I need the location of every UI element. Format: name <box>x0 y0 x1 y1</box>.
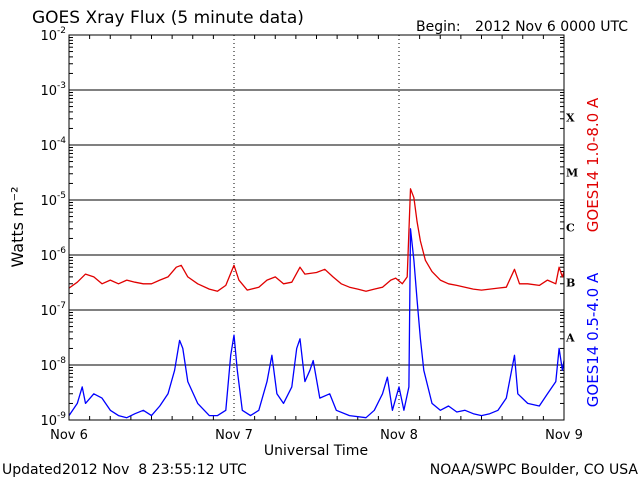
flare-class-label: X <box>566 112 575 125</box>
flare-class-label: B <box>566 277 575 290</box>
flare-class-label: M <box>566 167 578 180</box>
chart-title: GOES Xray Flux (5 minute data) <box>32 8 304 28</box>
y-tick-label: 10-6 <box>40 246 66 264</box>
legend-long-channel: GOES14 1.0-8.0 A <box>584 97 602 232</box>
y-tick-label: 10-5 <box>40 191 66 209</box>
y-tick-label: 10-9 <box>40 411 66 429</box>
y-tick-label: 10-8 <box>40 356 66 374</box>
y-tick-label: 10-2 <box>40 26 66 44</box>
flare-class-label: A <box>565 332 575 345</box>
flare-class-label: C <box>566 222 575 235</box>
x-tick-label: Nov 9 <box>545 428 583 443</box>
legend-short-channel: GOES14 0.5-4.0 A <box>584 272 602 407</box>
source-credit: NOAA/SWPC Boulder, CO USA <box>430 462 639 478</box>
y-tick-label: 10-3 <box>40 81 66 99</box>
begin-date: 2012 Nov 6 0000 UTC <box>475 19 628 35</box>
x-tick-label: Nov 8 <box>380 428 418 443</box>
y-tick-label: 10-4 <box>40 136 66 154</box>
updated-time: 2012 Nov 8 23:55:12 UTC <box>62 462 247 478</box>
x-axis-label: Universal Time <box>264 443 368 459</box>
y-tick-label: 10-7 <box>40 301 66 319</box>
begin-label: Begin: <box>416 19 461 35</box>
x-tick-label: Nov 6 <box>50 428 88 443</box>
plot-frame <box>68 34 565 421</box>
plot-area: Nov 6 Nov 7 Nov 8 Nov 9 10-9 10-8 10-7 10-6 10-… <box>40 26 582 443</box>
series-line-long <box>68 188 565 292</box>
y-axis-label: Watts m⁻² <box>8 186 27 267</box>
updated-label: Updated <box>2 462 62 478</box>
x-tick-label: Nov 7 <box>215 428 253 443</box>
series-line-short <box>68 228 565 419</box>
